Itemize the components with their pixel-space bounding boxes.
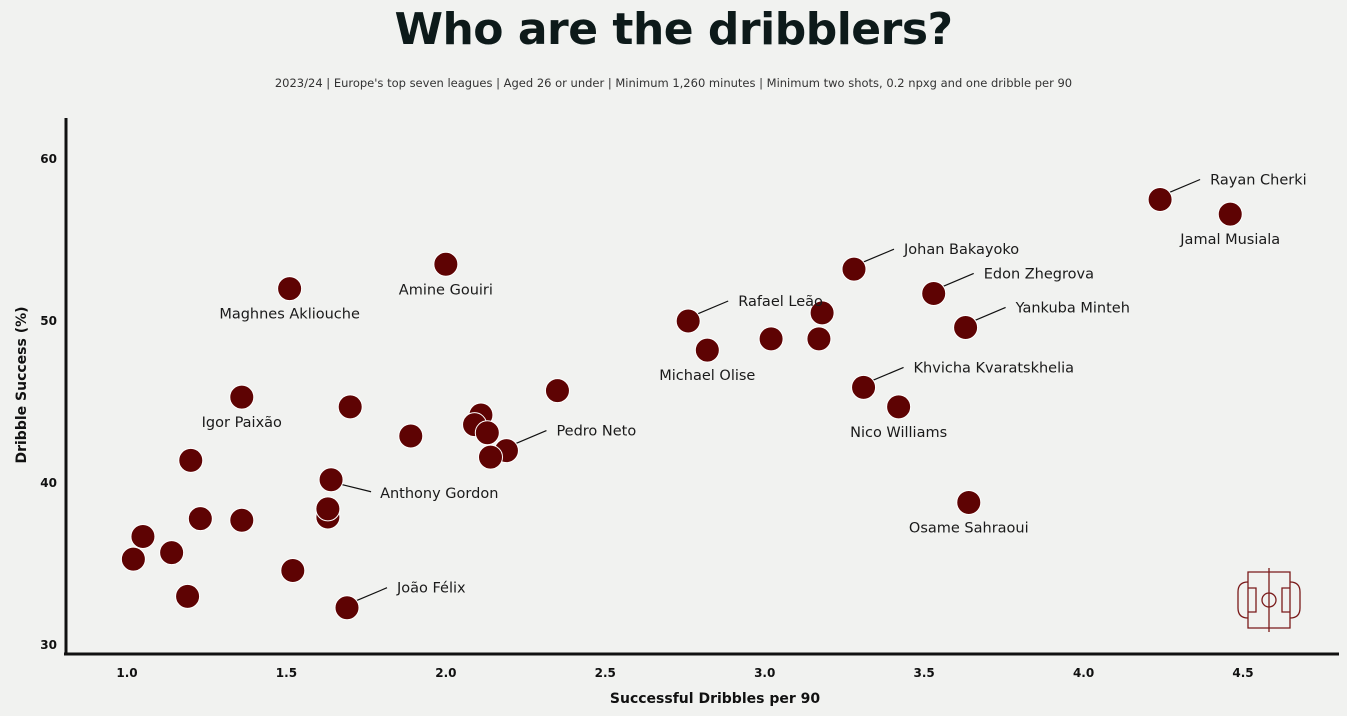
label-leader-lines: [341, 178, 1201, 602]
data-point: [675, 308, 701, 334]
data-point: [277, 276, 303, 302]
data-point: [758, 326, 784, 352]
data-point: [334, 595, 360, 621]
point-labels: Rayan Cherki Jamal Musiala Johan Bakayoko E…: [202, 173, 1307, 597]
point-label: Maghnes Akliouche: [219, 307, 360, 323]
data-point: [398, 423, 424, 449]
data-point: [280, 557, 306, 583]
label-leader-line: [943, 272, 974, 287]
x-tick-label: 4.5: [1232, 666, 1253, 680]
point-label: Nico Williams: [850, 425, 947, 441]
data-point: [953, 314, 979, 340]
y-axis-title: Dribble Success (%): [14, 306, 30, 463]
data-point: [956, 489, 982, 515]
x-tick-label: 3.5: [914, 666, 935, 680]
data-point: [1217, 201, 1243, 227]
data-point: [130, 523, 156, 549]
data-point: [809, 300, 835, 326]
chart-title: Who are the dribblers?: [394, 4, 953, 55]
x-tick-label: 1.5: [276, 666, 297, 680]
label-leader-line: [697, 300, 729, 315]
x-tick-label: 1.0: [116, 666, 137, 680]
label-leader-line: [872, 366, 904, 381]
x-tick-label: 2.0: [435, 666, 456, 680]
data-point: [694, 337, 720, 363]
point-label: Yankuba Minteh: [1015, 300, 1130, 316]
data-point: [1147, 187, 1173, 212]
data-point: [229, 507, 255, 533]
y-tick-label: 60: [40, 152, 57, 166]
point-label: Michael Olise: [659, 368, 755, 384]
data-point: [806, 326, 832, 352]
point-label: Pedro Neto: [556, 424, 636, 440]
x-tick-labels: 1.0 1.5 2.0 2.5 3.0 3.5 4.0 4.5: [116, 666, 1253, 680]
data-point: [159, 540, 185, 566]
data-point: [921, 280, 947, 306]
data-point: [886, 394, 912, 420]
point-label: João Félix: [396, 581, 466, 597]
data-point: [178, 447, 204, 473]
data-point: [120, 546, 146, 572]
point-label: Anthony Gordon: [380, 486, 498, 502]
data-point: [544, 378, 570, 404]
point-label: Jamal Musiala: [1179, 232, 1280, 248]
y-tick-label: 50: [40, 314, 57, 328]
data-point: [841, 256, 867, 282]
point-label: Khvicha Kvaratskhelia: [914, 360, 1074, 376]
label-leader-line: [515, 430, 547, 444]
data-point: [433, 251, 459, 277]
x-tick-label: 2.5: [595, 666, 616, 680]
y-tick-label: 40: [40, 476, 57, 490]
label-leader-line: [356, 587, 388, 602]
point-label: Edon Zhegrova: [984, 266, 1094, 282]
data-point: [337, 394, 363, 420]
x-axis-title: Successful Dribbles per 90: [610, 691, 820, 707]
chart-subtitle: 2023/24 | Europe's top seven leagues | A…: [274, 76, 1073, 90]
data-point: [318, 467, 344, 493]
point-label: Osame Sahraoui: [909, 520, 1029, 536]
data-point: [477, 444, 503, 470]
y-tick-labels: 30 40 50 60: [40, 152, 57, 652]
x-tick-label: 4.0: [1073, 666, 1094, 680]
point-label: Igor Paixão: [202, 415, 282, 431]
football-pitch-icon: [1237, 568, 1301, 632]
data-point: [474, 420, 500, 446]
data-point: [175, 583, 201, 609]
data-point: [229, 384, 255, 410]
data-point: [851, 374, 877, 400]
point-label: Johan Bakayoko: [903, 242, 1019, 258]
point-label: Rafael Leão: [738, 294, 823, 310]
point-label: Amine Gouiri: [399, 282, 493, 298]
point-label: Rayan Cherki: [1210, 173, 1307, 189]
label-leader-line: [1169, 178, 1201, 193]
y-tick-label: 30: [40, 638, 57, 652]
label-leader-line: [341, 483, 372, 493]
data-points: [120, 187, 1243, 621]
label-leader-line: [974, 306, 1006, 321]
label-leader-line: [863, 248, 895, 263]
data-point: [315, 496, 341, 522]
x-tick-label: 3.0: [754, 666, 775, 680]
data-point: [187, 506, 213, 532]
